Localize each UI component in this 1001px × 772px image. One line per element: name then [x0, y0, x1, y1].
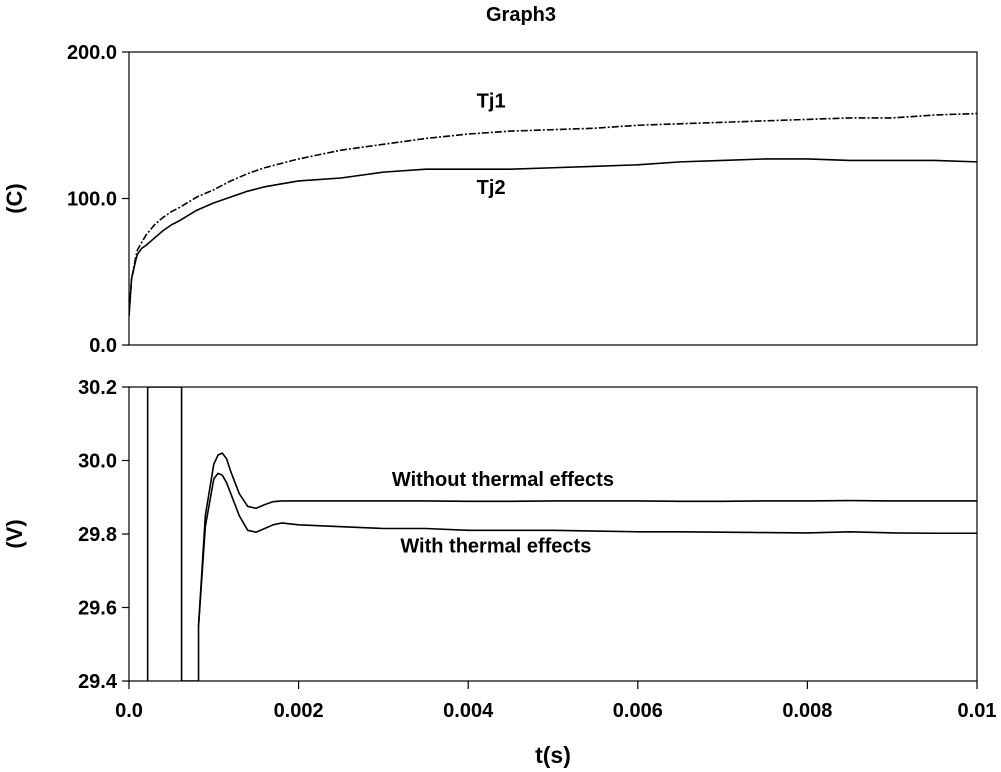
top-y-tick-label: 100.0: [67, 189, 117, 211]
top-y-tick-label: 200.0: [67, 42, 117, 64]
annotation-tj2: Tj2: [477, 177, 506, 199]
series-line-tj1: [129, 112, 977, 316]
top-y-axis-label: (C): [2, 183, 27, 214]
x-tick-label: 0.01: [958, 700, 997, 722]
x-tick-label: 0.002: [274, 700, 324, 722]
series-line-tj2: [129, 158, 977, 316]
annotation-without-thermal-effects: Without thermal effects: [392, 469, 614, 491]
annotation-tj1: Tj1: [477, 91, 506, 113]
x-tick-label: 0.0: [115, 700, 143, 722]
chart-title: Graph3: [486, 4, 556, 26]
top-panel: 0.0 100.0 200.0 (C) Tj1 Tj2: [2, 42, 978, 357]
x-tick-label: 0.008: [782, 700, 832, 722]
bottom-y-tick-label: 30.0: [78, 451, 117, 473]
x-tick-label: 0.006: [613, 700, 663, 722]
top-y-tick-label: 0.0: [89, 335, 117, 357]
bottom-panel: 29.4 29.6 29.8 30.0 30.2 0.0 0.002 0.004 0.006 0.…: [2, 377, 996, 722]
bottom-plot-frame: [128, 386, 978, 682]
bottom-y-tick-label: 29.8: [78, 524, 117, 546]
bottom-y-tick-label: 30.2: [78, 377, 117, 399]
series-line-without-thermal-effects: [146, 387, 977, 681]
annotation-with-thermal-effects: With thermal effects: [400, 535, 591, 557]
bottom-y-tick-label: 29.4: [78, 671, 118, 693]
series-line-with-thermal-effects: [197, 472, 977, 626]
top-plot-frame: [128, 51, 978, 346]
bottom-y-tick-label: 29.6: [78, 598, 117, 620]
x-axis-label: t(s): [535, 742, 571, 768]
x-tick-label: 0.004: [443, 700, 494, 722]
bottom-y-axis-label: (V): [2, 519, 27, 548]
